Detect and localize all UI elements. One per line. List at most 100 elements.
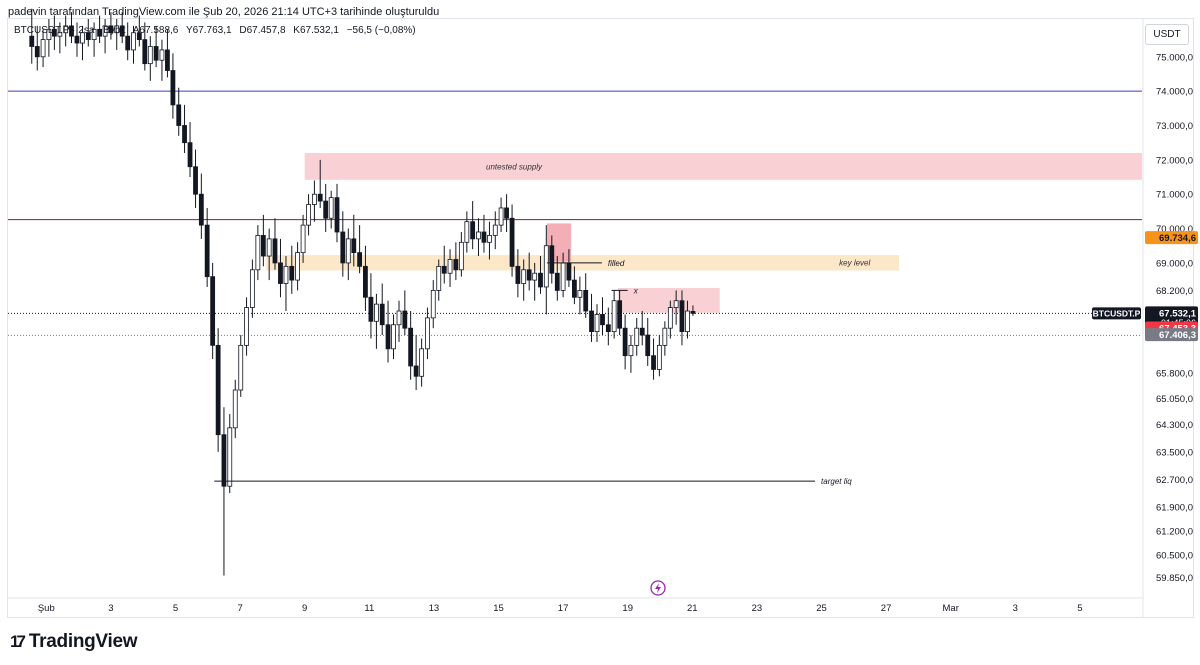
candle-body-73 (441, 265, 447, 274)
candle-body-36 (232, 389, 238, 429)
y-tick-label-16: 59.850,0 (1156, 573, 1193, 584)
candle-body-64 (391, 324, 396, 350)
candle-body-77 (464, 221, 470, 243)
candle-body-97 (577, 289, 583, 298)
candle-body-85 (509, 217, 515, 267)
tradingview-wordmark: TradingView (28, 631, 138, 652)
candle-body-102 (605, 324, 611, 333)
candle-body-17 (125, 35, 131, 51)
x-tick-label-3: 7 (237, 603, 242, 614)
candle-body-41 (260, 235, 266, 257)
y-tick-label-1: 74.000,0 (1156, 87, 1193, 98)
candle-body-80 (481, 231, 487, 243)
candle-body-109 (645, 334, 651, 357)
candle-body-22 (153, 46, 159, 61)
candle-body-108 (639, 327, 645, 336)
candle-body-20 (142, 39, 148, 65)
x-tick-label-13: 27 (881, 603, 892, 614)
candle-body-33 (215, 344, 221, 436)
y-tick-label-14: 61.200,0 (1156, 526, 1193, 537)
candle-body-76 (458, 241, 464, 271)
legend-symbol[interactable]: BTCUSDT.P · 2sa · Bybit (14, 25, 126, 36)
candle-body-84 (504, 207, 509, 219)
candle-body-50 (311, 193, 317, 205)
y-tick-label-7: 68.200,0 (1156, 286, 1193, 297)
candle-body-42 (266, 238, 272, 257)
y-tick-label-6: 69.000,0 (1156, 258, 1193, 269)
candle-body-56 (345, 238, 351, 264)
candle-body-99 (589, 310, 594, 333)
candle-body-11 (91, 28, 97, 41)
candle-body-62 (379, 303, 385, 326)
candle-body-68 (413, 365, 419, 377)
price-label-bg-0 (1145, 231, 1198, 245)
candle-body-14 (108, 25, 114, 34)
price-label-3: 67.406,3 (1159, 330, 1196, 341)
x-tick-label-0: Şub (38, 603, 55, 614)
y-tick-label-5: 70.000,0 (1156, 224, 1193, 235)
candle-body-43 (272, 238, 278, 264)
lightning-glyph-icon (655, 583, 661, 593)
candle-body-2 (40, 39, 46, 58)
candle-body-8 (74, 35, 80, 44)
y-tick-label-10: 64.300,0 (1156, 420, 1193, 431)
legend-high: Y67.763,1 (185, 25, 232, 36)
chart-caption: padevin tarafından TradingView.com ile Ş… (8, 6, 440, 18)
y-tick-label-8: 65.800,0 (1156, 368, 1193, 379)
candle-body-65 (396, 310, 402, 326)
candle-body-96 (572, 279, 577, 298)
candle-body-78 (470, 221, 476, 240)
y-tick-label-2: 73.000,0 (1156, 121, 1193, 132)
candle-body-45 (283, 265, 289, 284)
candle-body-30 (198, 193, 204, 226)
candle-body-110 (651, 355, 656, 370)
candle-body-79 (476, 231, 481, 240)
candle-body-21 (147, 46, 153, 65)
candle-body-117 (690, 311, 696, 314)
x-tick-label-15: 3 (1013, 603, 1018, 614)
candle-body-13 (102, 25, 108, 37)
candle-body-92 (549, 245, 555, 274)
candle-body-55 (340, 231, 346, 264)
candle-body-52 (323, 200, 329, 219)
candle-body-24 (165, 49, 170, 71)
candle-body-49 (306, 204, 311, 226)
y-tick-label-3: 72.000,0 (1156, 155, 1193, 166)
candle-body-81 (487, 235, 492, 243)
candle-body-12 (97, 28, 102, 37)
candle-body-75 (453, 259, 459, 271)
candle-body-37 (238, 344, 244, 391)
candle-body-116 (685, 310, 690, 333)
candle-body-3 (46, 28, 52, 41)
candle-body-101 (600, 314, 605, 326)
candle-body-74 (447, 259, 453, 274)
candle-body-82 (492, 224, 498, 236)
x-tick-label-16: 5 (1077, 603, 1082, 614)
candle-body-51 (317, 193, 323, 202)
x-tick-label-12: 25 (816, 603, 827, 614)
tradingview-branding[interactable]: 17 TradingView (10, 631, 138, 653)
candle-body-26 (176, 104, 182, 126)
candle-body-88 (526, 269, 532, 281)
candle-body-113 (667, 307, 673, 329)
candle-body-6 (63, 25, 69, 34)
candle-body-106 (628, 344, 634, 357)
candle-body-54 (334, 197, 340, 233)
candle-body-46 (289, 265, 295, 281)
symbol-tag-bg-1 (1092, 307, 1141, 320)
y-tick-label-4: 71.000,0 (1156, 190, 1193, 201)
candle-body-95 (566, 262, 572, 281)
annotation-label-0: filled (608, 259, 625, 268)
x-tick-label-8: 17 (558, 603, 569, 614)
currency-button[interactable]: USDT (1145, 24, 1189, 45)
candle-body-94 (560, 262, 566, 291)
candle-body-23 (159, 49, 165, 61)
candle-body-66 (402, 310, 408, 329)
candle-body-19 (136, 32, 142, 41)
candle-body-1 (34, 46, 40, 58)
symbol-legend[interactable]: BTCUSDT.P · 2sa · Bybit A67.588,6 Y67.76… (14, 25, 421, 36)
candle-body-71 (430, 289, 436, 319)
y-tick-label-15: 60.500,0 (1156, 550, 1193, 561)
candle-body-28 (187, 142, 193, 168)
